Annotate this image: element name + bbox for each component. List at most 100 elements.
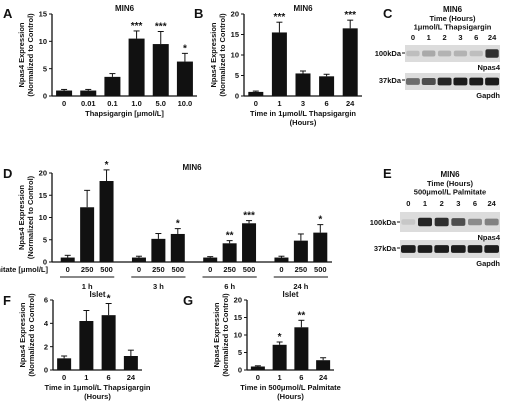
panel-title-g: Islet [282,290,298,299]
bar-a [104,76,121,96]
y-tick-label-f: 4 [44,319,49,328]
y-axis-label-f: (Normalized to Control) [27,293,36,377]
band-npas4-e [451,218,466,226]
x-axis-label-f: (Hours) [84,392,111,401]
band-npas4-c [422,50,436,57]
band-npas4-c [469,50,483,57]
x-tick-label-b: 0 [254,99,258,108]
x-axis-label-f: Time in 1μmol/L Thapsigargin [45,383,151,392]
bar-b [319,76,335,96]
bar-d [151,238,166,262]
y-tick-label-b: 5 [235,71,239,80]
x-axis-label-d: Palmitate [μmol/L] [0,265,49,274]
bar-a [176,61,193,96]
blot-strip-npas4-c [405,45,500,62]
y-tick-label-d: 10 [39,213,47,222]
x-axis-label-g: Time in 500μmol/L Palmitate [240,383,341,392]
band-gapdh-c [469,77,484,86]
lane-label-c: 24 [488,33,497,42]
y-tick-label-d: 5 [43,235,47,244]
blot-subtitle-e: 500μmol/L Palmitate [414,188,486,197]
bar-a [80,90,97,96]
bar-d [293,240,308,262]
y-tick-label-b: 0 [235,92,239,101]
y-tick-label-f: 0 [44,366,48,375]
lane-label-c: 3 [458,33,462,42]
bar-d [203,257,218,262]
bar-g [250,366,265,370]
group-label-d: 1 h [82,282,93,291]
lane-label-c: 2 [442,33,446,42]
band-npas4-e [401,219,416,225]
x-tick-label-g: 24 [319,373,328,382]
x-tick-label-d: 0 [66,265,70,274]
panel-title-f: Islet [89,290,105,299]
band-npas4-e [468,218,482,226]
bar-d [170,233,185,262]
x-tick-label-d: 0 [208,265,212,274]
bar-f [123,356,138,370]
significance-marker-d: *** [243,211,255,222]
significance-marker-d: * [105,160,109,171]
significance-marker-g: * [278,332,282,343]
significance-marker-a: * [183,43,187,54]
blot-strip-gapdh-e [400,240,500,258]
y-axis-label-d: Npas4 Expression [17,185,26,250]
significance-marker-d: * [176,219,180,230]
y-axis-label-f: Npas4 Expression [18,302,27,367]
bar-d [274,257,289,262]
band-npas4-c [437,50,452,57]
x-tick-label-a: 0 [62,99,66,108]
x-tick-label-d: 0 [137,265,141,274]
significance-marker-f: * [107,294,111,305]
y-tick-label-g: 15 [234,313,242,322]
x-axis-label-b: Time in 1μmol/L Thapsigargin [250,109,356,118]
bar-g [294,327,309,370]
y-tick-label-d: 0 [43,258,47,267]
bar-a [56,90,73,96]
blot-strip-gapdh-c [405,73,500,90]
group-label-d: 6 h [224,282,235,291]
panel-letter-a: A [3,6,13,21]
lane-label-e: 24 [487,199,496,208]
band-gapdh-e [467,245,483,253]
band-npas4-e [484,218,499,226]
y-tick-label-g: 5 [238,348,242,357]
lane-label-c: 0 [411,33,415,42]
y-axis-label-g: (Normalized to Control) [221,293,230,377]
y-tick-label-b: 10 [231,51,239,60]
band-gapdh-c [437,77,452,86]
blot-subtitle-c: 1μmol/L Thapsigargin [414,23,492,32]
band-npas4-c [453,50,468,57]
y-tick-label-d: 15 [39,191,47,200]
y-tick-label-g: 0 [238,366,242,375]
y-tick-label-a: 15 [39,10,47,19]
x-tick-label-b: 24 [346,99,355,108]
y-tick-label-a: 0 [43,92,47,101]
bar-d [60,257,75,262]
bar-d [313,232,328,262]
x-tick-label-a: 1.0 [131,99,141,108]
band-gapdh-e [417,245,433,253]
panel-letter-f: F [3,293,11,308]
band-npas4-c [406,50,420,57]
x-tick-label-f: 6 [107,373,111,382]
x-tick-label-a: 0.1 [107,99,117,108]
bar-a [128,38,145,96]
blot-subtitle-c: Time (Hours) [429,14,476,23]
x-tick-label-d: 250 [295,265,308,274]
y-tick-label-g: 20 [234,296,242,305]
significance-marker-a: *** [155,21,167,32]
significance-marker-a: *** [131,21,143,32]
x-tick-label-d: 500 [100,265,113,274]
band-gapdh-c [405,78,420,85]
bar-f [57,358,72,370]
x-axis-label-b: (Hours) [290,118,317,127]
x-tick-label-g: 1 [278,373,282,382]
bar-g [316,360,331,370]
x-tick-label-d: 500 [243,265,256,274]
x-tick-label-b: 1 [277,99,281,108]
bar-a [152,44,169,96]
x-tick-label-g: 0 [256,373,260,382]
x-tick-label-b: 3 [301,99,305,108]
